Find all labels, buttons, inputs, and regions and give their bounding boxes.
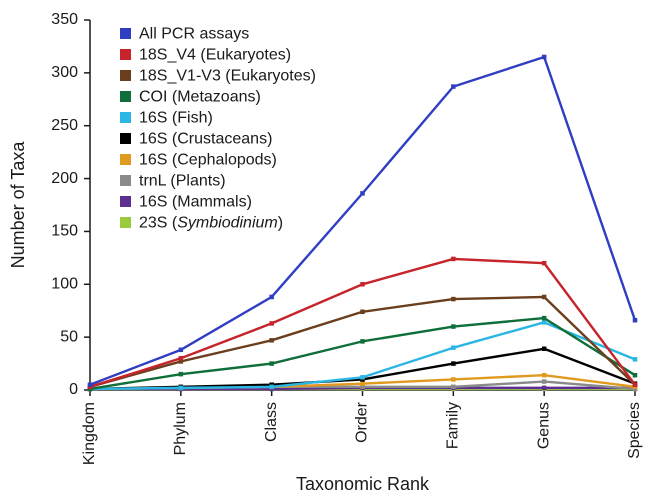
y-tick-label: 50 [60, 328, 78, 345]
series-marker [360, 381, 365, 386]
series-marker [451, 297, 456, 302]
chart-container: 0 50 100 150 200 250 300 350 Kingdom Phylum Class O… [0, 0, 666, 502]
y-tick-label: 150 [51, 223, 78, 240]
legend-label: 18S_V1-V3 (Eukaryotes) [139, 68, 316, 85]
x-tick-label: Species [626, 402, 643, 459]
series-marker [542, 55, 547, 60]
series-marker [451, 257, 456, 262]
series-marker [179, 386, 184, 391]
series-marker [360, 375, 365, 380]
legend-swatch [120, 133, 131, 144]
legend-label: 23S (Symbiodinium) [139, 215, 283, 232]
legend-swatch [120, 49, 131, 60]
legend-swatch [120, 175, 131, 186]
series-marker [360, 339, 365, 344]
series-marker [451, 377, 456, 382]
series-marker [360, 191, 365, 196]
series-marker [542, 386, 547, 391]
series-marker [542, 320, 547, 325]
legend-label: 16S (Fish) [139, 110, 213, 127]
series-marker [179, 348, 184, 353]
series-marker [451, 361, 456, 366]
legend-swatch [120, 70, 131, 81]
series-marker [451, 84, 456, 89]
legend-label: 16S (Crustaceans) [139, 131, 272, 148]
legend-label: trnL (Plants) [139, 173, 226, 190]
legend-label: 18S_V4 (Eukaryotes) [139, 47, 291, 64]
series-marker [269, 338, 274, 343]
series-marker [542, 316, 547, 321]
series-marker [451, 385, 456, 390]
series-marker [179, 356, 184, 361]
series-marker [269, 385, 274, 390]
y-tick-label: 200 [51, 170, 78, 187]
series-marker [451, 324, 456, 329]
series-marker [451, 345, 456, 350]
legend-label: All PCR assays [139, 26, 249, 43]
series-marker [633, 373, 638, 378]
legend-swatch [120, 196, 131, 207]
legend-swatch [120, 154, 131, 165]
series-marker [269, 295, 274, 300]
series-marker [88, 382, 93, 387]
y-tick-label: 0 [69, 381, 78, 398]
series-marker [179, 372, 184, 377]
legend-label: 16S (Mammals) [139, 194, 252, 211]
x-axis-label: Taxonomic Rank [296, 474, 430, 494]
series-marker [269, 321, 274, 326]
y-tick-label: 300 [51, 64, 78, 81]
series-marker [542, 261, 547, 266]
series-marker [542, 347, 547, 352]
series-marker [269, 361, 274, 366]
x-tick-label: Order [354, 401, 371, 443]
chart-background [0, 0, 666, 502]
y-axis-label: Number of Taxa [8, 141, 28, 269]
legend-swatch [120, 91, 131, 102]
legend-label: 16S (Cephalopods) [139, 152, 277, 169]
x-tick-label: Genus [535, 402, 552, 449]
x-tick-label: Phylum [172, 402, 189, 455]
series-marker [542, 295, 547, 300]
series-marker [360, 282, 365, 287]
line-chart: 0 50 100 150 200 250 300 350 Kingdom Phylum Class O… [0, 0, 666, 502]
y-tick-label: 250 [51, 117, 78, 134]
series-marker [542, 379, 547, 384]
y-tick-label: 100 [51, 276, 78, 293]
series-marker [633, 382, 638, 387]
y-tick-label: 350 [51, 11, 78, 28]
x-tick-label: Family [445, 402, 462, 449]
x-tick-label: Kingdom [81, 402, 98, 465]
x-tick-label: Class [263, 402, 280, 442]
legend-label: COI (Metazoans) [139, 89, 261, 106]
series-marker [633, 318, 638, 323]
series-marker [542, 373, 547, 378]
legend-swatch [120, 28, 131, 39]
legend-swatch [120, 112, 131, 123]
series-marker [633, 357, 638, 362]
legend-swatch [120, 217, 131, 228]
series-marker [360, 310, 365, 315]
